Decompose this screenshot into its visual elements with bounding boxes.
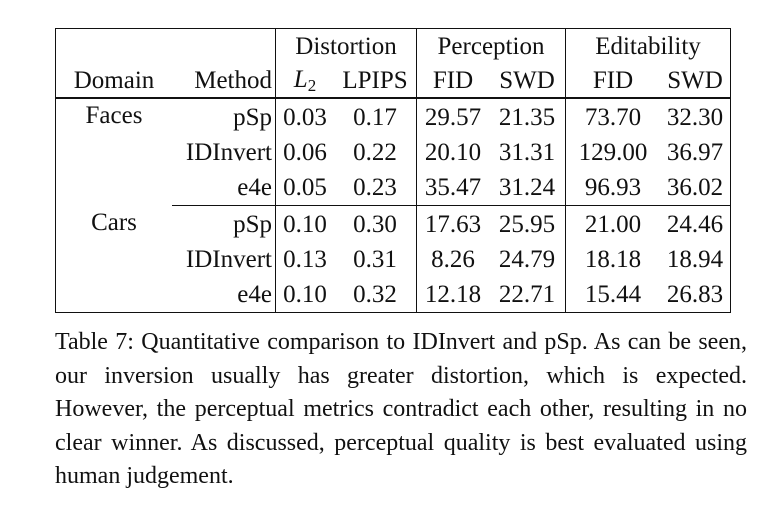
method-cell: IDInvert	[185, 139, 272, 166]
method-column-header: Method	[172, 63, 276, 99]
editability-fid-cell: 129.00	[565, 135, 660, 170]
l2-column-header: L2	[275, 63, 334, 99]
table-row: IDInvert 0.13 0.31 8.26 24.79 18.18 18.9…	[56, 242, 731, 277]
distortion-header: Distortion	[275, 28, 417, 63]
lpips-cell: 0.22	[353, 139, 397, 166]
perception-header: Perception	[416, 28, 566, 63]
perception-swd-cell: 31.31	[498, 139, 556, 166]
table-row: Cars pSp 0.10 0.30 17.63 25.95 21.00 24.…	[56, 205, 731, 242]
editability-fid-cell: 73.70	[565, 98, 660, 135]
editability-swd-cell: 36.02	[660, 170, 731, 206]
group-header-row: Distortion Perception Editability	[56, 28, 731, 63]
domain-faces: Faces	[85, 102, 143, 129]
method-cell: e4e	[172, 170, 276, 206]
perception-swd-cell: 24.79	[498, 246, 556, 273]
perception-fid-cell: 8.26	[416, 242, 489, 277]
table-row: e4e 0.10 0.32 12.18 22.71 15.44 26.83	[56, 277, 731, 313]
perception-swd-cell: 31.24	[489, 170, 566, 206]
method-cell: pSp	[233, 103, 272, 131]
method-cell: e4e	[172, 277, 276, 313]
editability-fid-column-header: FID	[565, 63, 660, 99]
table-row: Faces pSp 0.03 0.17 29.57 21.35 73.70 32…	[56, 98, 731, 135]
domain-column-header: Domain	[55, 63, 172, 99]
lpips-cell: 0.23	[334, 170, 417, 206]
perception-swd-cell: 21.35	[498, 103, 556, 131]
perception-fid-cell: 20.10	[416, 135, 489, 170]
perception-swd-cell: 25.95	[498, 210, 556, 238]
editability-fid-cell: 15.44	[565, 277, 660, 313]
table-row: e4e 0.05 0.23 35.47 31.24 96.93 36.02	[56, 170, 731, 206]
lpips-column-header: LPIPS	[334, 63, 417, 99]
editability-fid-cell: 96.93	[565, 170, 660, 206]
method-cell: pSp	[233, 210, 272, 238]
perception-swd-cell: 22.71	[489, 277, 566, 313]
perception-fid-cell: 17.63	[416, 205, 489, 242]
perception-fid-cell: 29.57	[416, 98, 489, 135]
editability-swd-column-header: SWD	[660, 63, 731, 99]
l2-cell: 0.05	[275, 170, 334, 206]
method-cell: IDInvert	[185, 246, 272, 273]
editability-swd-cell: 36.97	[666, 139, 724, 166]
results-table: Distortion Perception Editability Domain…	[55, 28, 731, 313]
table-row: IDInvert 0.06 0.22 20.10 31.31 129.00 36…	[56, 135, 731, 170]
l2-cell: 0.06	[275, 135, 334, 170]
lpips-cell: 0.31	[353, 246, 397, 273]
domain-cars: Cars	[91, 208, 137, 236]
results-table-container: Distortion Perception Editability Domain…	[55, 28, 731, 313]
perception-fid-column-header: FID	[416, 63, 489, 99]
editability-header: Editability	[565, 28, 731, 63]
column-header-row: Domain Method L2 LPIPS FID SWD FID SWD	[55, 63, 731, 99]
l2-cell: 0.10	[275, 277, 334, 313]
lpips-cell: 0.30	[353, 210, 397, 238]
l2-cell: 0.10	[275, 205, 334, 242]
perception-fid-cell: 12.18	[416, 277, 489, 313]
editability-swd-cell: 18.94	[666, 246, 724, 273]
l2-cell: 0.13	[275, 242, 334, 277]
perception-swd-column-header: SWD	[489, 63, 566, 99]
editability-fid-cell: 21.00	[565, 205, 660, 242]
editability-swd-cell: 24.46	[666, 210, 724, 238]
editability-swd-cell: 26.83	[660, 277, 731, 313]
l2-cell: 0.03	[275, 98, 334, 135]
editability-fid-cell: 18.18	[565, 242, 660, 277]
editability-swd-cell: 32.30	[666, 103, 724, 131]
lpips-cell: 0.32	[334, 277, 417, 313]
lpips-cell: 0.17	[353, 103, 397, 131]
table-caption: Table 7: Quantitative comparison to IDIn…	[55, 329, 747, 489]
perception-fid-cell: 35.47	[416, 170, 489, 206]
